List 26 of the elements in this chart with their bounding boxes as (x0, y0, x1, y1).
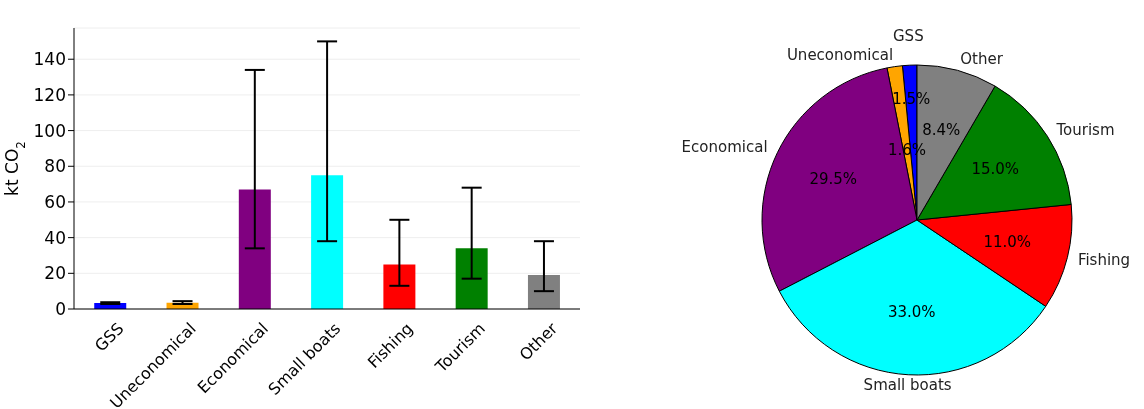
y-tick-label: 140 (33, 49, 66, 70)
y-tick-label: 120 (33, 84, 66, 105)
y-tick-label: 20 (44, 263, 66, 284)
y-tick-label: 100 (33, 120, 66, 141)
bar (311, 175, 344, 309)
data-label: 29.5% (809, 170, 858, 189)
slice-label: Economical (681, 138, 768, 157)
slice-label: GSS (893, 26, 924, 45)
data-label: 1.5% (892, 89, 931, 108)
y-tick-label: 0 (55, 299, 66, 320)
bar (455, 248, 488, 309)
bar (527, 275, 560, 309)
y-tick-label: 60 (44, 191, 66, 212)
y-tick-label: 40 (44, 227, 66, 248)
slice-label: Tourism (1055, 120, 1115, 139)
slice-label: Fishing (1077, 250, 1131, 269)
slice-label: Other (960, 50, 1004, 69)
y-tick-label: 80 (44, 156, 66, 177)
data-label: 33.0% (887, 303, 936, 322)
data-label: 8.4% (922, 120, 961, 139)
data-label: 11.0% (983, 233, 1032, 252)
bar (238, 189, 271, 309)
data-label: 1.6% (887, 141, 927, 160)
data-label: 15.0% (971, 160, 1020, 179)
bar (383, 264, 416, 309)
slice-label: Uneconomical (786, 46, 894, 65)
